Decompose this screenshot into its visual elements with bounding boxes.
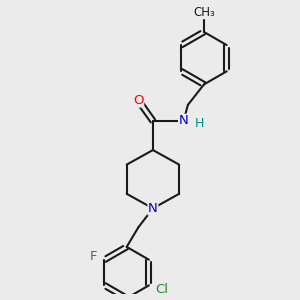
Text: F: F [90, 250, 97, 263]
Text: CH₃: CH₃ [193, 6, 215, 19]
Text: N: N [179, 114, 188, 128]
Text: O: O [133, 94, 144, 107]
Text: N: N [148, 202, 158, 215]
Text: Cl: Cl [155, 283, 169, 296]
Text: H: H [195, 117, 204, 130]
